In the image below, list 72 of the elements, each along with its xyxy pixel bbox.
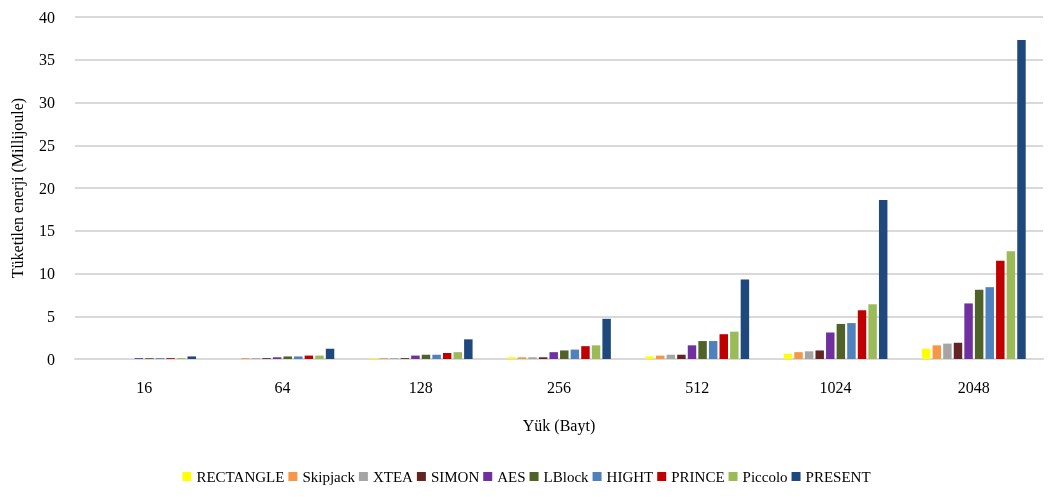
- x-axis-title: Yük (Bayt): [522, 416, 596, 435]
- bar: [868, 304, 877, 359]
- y-tick-label: 10: [39, 265, 55, 282]
- bar: [432, 354, 441, 359]
- bar: [708, 341, 718, 359]
- bar: [645, 356, 654, 359]
- y-tick-label: 30: [39, 94, 55, 111]
- bar: [953, 342, 963, 359]
- x-tick-label: 512: [685, 378, 710, 396]
- bar: [602, 318, 611, 359]
- bar: [932, 345, 942, 359]
- bar: [847, 323, 856, 359]
- legend-label: LBlock: [543, 468, 590, 485]
- bar: [570, 349, 580, 359]
- bar: [453, 352, 462, 359]
- legend-label: PRESENT: [805, 468, 871, 485]
- bar: [943, 343, 952, 359]
- bar: [719, 334, 728, 359]
- x-tick-label: 2048: [957, 378, 990, 396]
- bar: [560, 350, 569, 359]
- bar: [325, 348, 335, 359]
- bar: [442, 353, 452, 359]
- legend-label: SIMON: [430, 468, 480, 485]
- y-tick-label: 35: [39, 51, 55, 69]
- y-tick-label: 0: [47, 350, 55, 368]
- bar: [996, 260, 1005, 359]
- x-tick-label: 256: [547, 378, 571, 396]
- bar: [591, 345, 601, 359]
- legend-label: Piccolo: [742, 468, 788, 485]
- bar: [698, 341, 707, 359]
- y-tick-label: 15: [39, 222, 55, 240]
- bar: [740, 279, 750, 359]
- bar: [187, 356, 196, 359]
- bar: [804, 351, 814, 359]
- y-axis-title: Tüketilen enerji (Millijoule): [8, 97, 27, 279]
- legend-label: PRINCE: [671, 468, 725, 485]
- bar: [794, 352, 803, 359]
- legend-label: Skipjack: [302, 468, 356, 485]
- y-tick-label: 25: [39, 136, 55, 154]
- bar: [857, 310, 867, 359]
- bar: [294, 356, 303, 359]
- legend-label: RECTANGLE: [196, 468, 285, 485]
- legend-label: AES: [497, 468, 526, 485]
- x-tick-label: 16: [136, 378, 153, 396]
- bar: [687, 345, 697, 359]
- x-tick-label: 128: [408, 378, 433, 396]
- bar: [836, 323, 846, 359]
- bar: [283, 356, 292, 359]
- bar: [1006, 251, 1016, 359]
- bar: [581, 346, 590, 359]
- legend-label: XTEA: [372, 468, 414, 485]
- legend-label: HIGHT: [606, 468, 654, 485]
- bar: [815, 350, 824, 359]
- bar: [549, 352, 558, 359]
- y-tick-label: 5: [47, 307, 55, 325]
- bar: [878, 199, 888, 359]
- bar: [922, 348, 931, 359]
- bar: [1017, 40, 1026, 359]
- bar: [985, 287, 994, 359]
- x-tick-label: 1024: [819, 378, 852, 396]
- y-tick-label: 40: [39, 8, 55, 26]
- bar: [315, 355, 324, 359]
- bar: [464, 339, 473, 359]
- bar: [677, 354, 686, 359]
- bar: [411, 355, 420, 359]
- bar: [783, 353, 793, 359]
- bar: [964, 303, 973, 359]
- bar: [826, 332, 835, 359]
- y-tick-label: 20: [39, 179, 55, 197]
- x-tick-label: 64: [274, 378, 291, 396]
- bar: [974, 289, 984, 359]
- bar: [730, 331, 739, 359]
